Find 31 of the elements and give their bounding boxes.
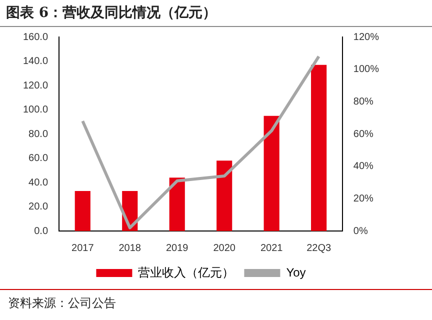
y2-tick-label: 100% <box>353 64 380 76</box>
bar <box>264 116 280 231</box>
x-tick-label: 22Q3 <box>306 242 332 254</box>
y2-tick-label: 60% <box>353 128 374 140</box>
bar <box>311 64 327 231</box>
text: 资料来源：公司公告 <box>0 289 432 312</box>
y2-tick-label: 80% <box>353 96 374 108</box>
y-tick-label: 20.0 <box>28 202 48 212</box>
x-tick-label: 2019 <box>166 242 189 254</box>
y2-tick-label: 0% <box>353 226 368 237</box>
x-tick-label: 2017 <box>72 242 94 254</box>
bar <box>169 178 185 231</box>
bar <box>216 160 232 231</box>
x-tick-label: 2020 <box>213 242 236 254</box>
legend-label: Yoy <box>286 265 306 280</box>
y-tick-label: 60.0 <box>28 153 48 164</box>
y-tick-label: 100.0 <box>22 104 48 116</box>
y2-tick-label: 120% <box>353 32 380 43</box>
legend-label: 营业收入（亿元） <box>138 265 234 280</box>
y-tick-label: 0.0 <box>34 226 48 237</box>
x-tick-label: 2018 <box>118 242 142 254</box>
y-tick-label: 80.0 <box>28 128 48 140</box>
y-tick-label: 160.0 <box>22 32 48 43</box>
y-tick-label: 140.0 <box>22 56 48 67</box>
y2-tick-label: 40% <box>353 161 374 172</box>
x-tick-label: 2021 <box>260 242 284 254</box>
chart-title: 图表 6：营收及同比情况（亿元） <box>0 0 432 27</box>
y2-tick-label: 20% <box>353 193 374 204</box>
y-tick-label: 120.0 <box>22 80 48 92</box>
y-tick-label: 40.0 <box>28 177 48 188</box>
bar <box>74 190 90 231</box>
